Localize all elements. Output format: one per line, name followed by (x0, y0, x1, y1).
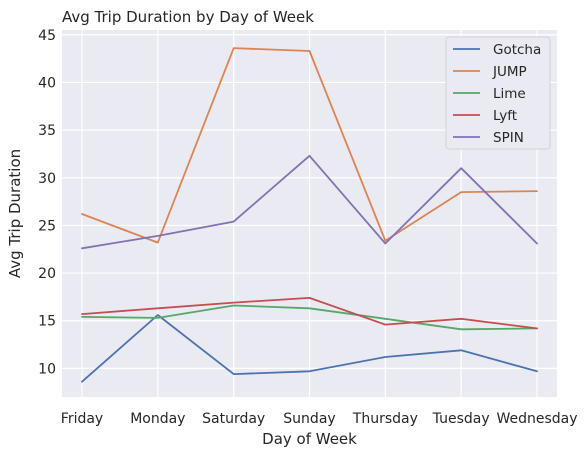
series-line-gotcha (81, 314, 538, 383)
y-tick-label: 30 (38, 171, 56, 187)
gridlines (62, 30, 557, 397)
series-line-lime (81, 304, 538, 331)
x-tick-label: Saturday (202, 411, 265, 427)
series-line-spin (81, 154, 538, 250)
legend: Gotcha JUMP Lime Lyft SPIN (445, 36, 551, 150)
y-tick-label: 45 (38, 28, 56, 44)
y-tick-label: 25 (38, 218, 56, 234)
series-line-jump (81, 47, 538, 244)
x-tick-label: Tuesday (432, 411, 490, 427)
x-tick-label: Monday (130, 411, 185, 427)
chart-title: Avg Trip Duration by Day of Week (62, 8, 314, 26)
x-tick-label: Wednesday (496, 411, 577, 427)
legend-label-lyft: Lyft (493, 108, 517, 124)
y-axis-title: Avg Trip Duration (6, 149, 24, 278)
x-tick-label: Thursday (352, 411, 418, 427)
y-tick-label: 15 (38, 314, 56, 330)
y-tick-label: 20 (38, 266, 56, 282)
legend-label-jump: JUMP (492, 64, 527, 80)
legend-label-lime: Lime (493, 86, 526, 102)
legend-label-spin: SPIN (493, 130, 524, 146)
x-axis-title: Day of Week (262, 430, 357, 448)
x-tick-label: Sunday (283, 411, 335, 427)
legend-box (445, 36, 551, 150)
legend-label-gotcha: Gotcha (493, 42, 541, 58)
tick-labels: Friday Monday Saturday Sunday Thursday Tuesda… (38, 28, 577, 427)
series-lines (81, 47, 538, 383)
series-line-lyft (81, 296, 538, 330)
x-tick-label: Friday (61, 411, 103, 427)
y-tick-label: 35 (38, 123, 56, 139)
y-tick-label: 40 (38, 75, 56, 91)
y-tick-label: 10 (38, 361, 56, 377)
